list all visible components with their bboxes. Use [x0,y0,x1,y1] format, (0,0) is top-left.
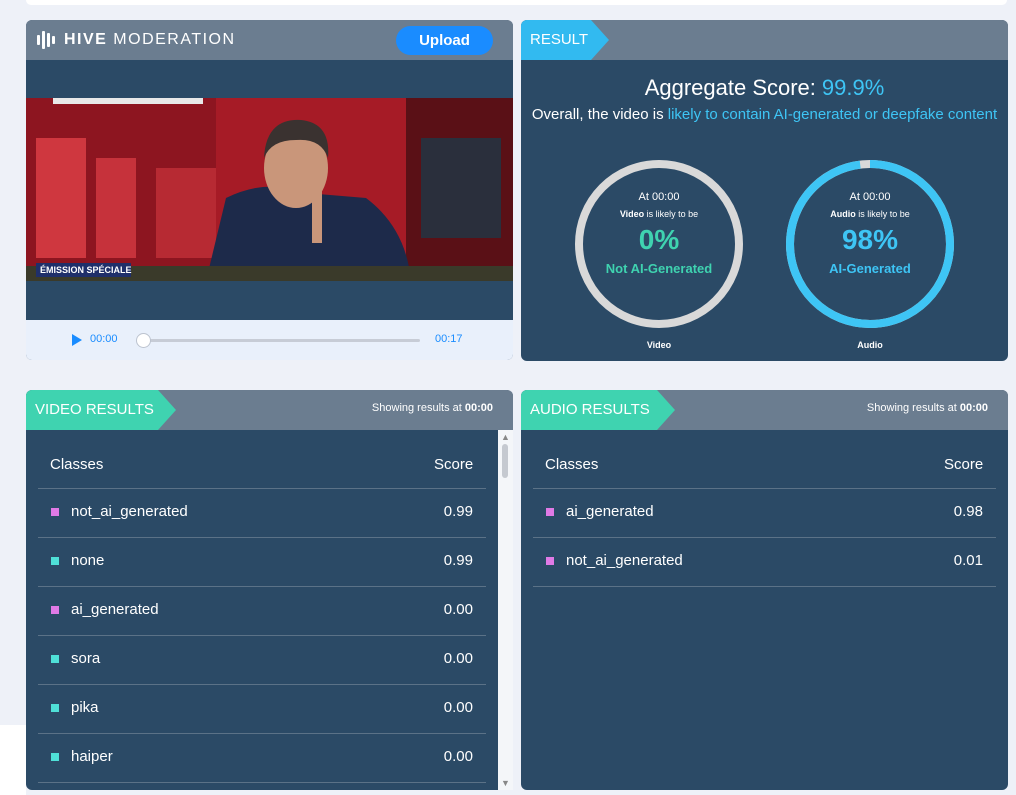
player-controls: 00:00 00:17 [26,320,513,360]
audio-showing-results: Showing results at 00:00 [866,402,988,414]
audio-col-score: Score [944,456,984,473]
row-divider [38,537,486,538]
video-gauge-ring [575,160,743,328]
table-row: sora 0.00 [38,636,486,685]
class-score: 0.98 [953,503,983,520]
table-row: not_ai_generated 0.01 [533,538,996,587]
audio-gauge-subtitle: Audio is likely to be [830,209,910,219]
class-score: 0.00 [443,748,473,765]
audio-results-panel: AUDIO RESULTS Showing results at 00:00 C… [521,390,1008,790]
row-divider [38,684,486,685]
class-score: 0.99 [443,552,473,569]
class-name: not_ai_generated [71,503,188,520]
class-name: ai_generated [566,503,654,520]
page-background-patch [0,725,26,795]
class-score: 0.01 [953,552,983,569]
class-color-swatch [51,606,59,614]
scroll-up-icon[interactable]: ▲ [501,432,510,442]
video-gauge-percent: 0% [638,224,680,255]
class-color-swatch [51,557,59,565]
class-name: ai_generated [71,601,159,618]
table-row: haiper 0.00 [38,734,486,783]
video-header-divider [38,488,486,489]
broadcast-banner: ÉMISSION SPÉCIALE [40,265,132,275]
video-gauge: At 00:00 Video is likely to be 0% Not AI… [573,158,745,330]
video-gauge-caption: Video [646,340,672,350]
audio-results-tab: AUDIO RESULTS [521,390,675,430]
result-panel: RESULT Aggregate Score: 99.9% Overall, th… [521,20,1008,361]
video-showing-results: Showing results at 00:00 [371,402,493,414]
audio-gauge: At 00:00 Audio is likely to be 98% AI-Ge… [784,158,956,330]
video-results-header: VIDEO RESULTS Showing results at 00:00 [26,390,513,430]
video-thumbnail-image [26,98,513,281]
audio-gauge-caption: Audio [857,340,883,350]
video-gauge-time: At 00:00 [638,191,680,203]
hive-logo: HIVE MODERATION [37,31,236,49]
video-results-panel: VIDEO RESULTS Showing results at 00:00 C… [26,390,513,790]
class-color-swatch [51,655,59,663]
aggregate-value: 99.9% [821,75,885,100]
upload-button[interactable]: Upload [396,26,493,55]
audio-gauge-verdict: AI-Generated [829,261,911,276]
row-divider [38,782,486,783]
row-divider [38,635,486,636]
play-icon[interactable] [72,334,82,346]
player-header: HIVE MODERATION Upload [26,20,513,60]
duration-time: 00:17 [435,333,463,345]
audio-gauge-ring [786,160,954,328]
video-gauge-subtitle: Video is likely to be [619,209,699,219]
audio-results-header: AUDIO RESULTS Showing results at 00:00 [521,390,1008,430]
seek-bar[interactable] [144,339,420,342]
overall-prefix: Overall, the video is [531,106,664,123]
table-row: not_ai_generated 0.99 [38,489,486,538]
video-player-panel: HIVE MODERATION Upload ÉMISSION SPÉCIALE… [26,20,513,360]
current-time: 00:00 [90,333,118,345]
top-strip [26,0,1007,5]
class-color-swatch [51,753,59,761]
scrollbar-thumb[interactable] [502,444,508,478]
seek-handle[interactable] [136,333,151,348]
row-divider [533,537,996,538]
class-score: 0.00 [443,699,473,716]
table-row: pika 0.00 [38,685,486,734]
result-tab: RESULT [521,20,609,60]
audio-col-classes: Classes [545,456,599,473]
video-results-scrollbar[interactable]: ▲ ▼ [498,430,513,790]
overall-summary: Overall, the video is likely to contain … [531,104,998,126]
class-name: haiper [71,748,113,765]
video-col-classes: Classes [50,456,104,473]
aggregate-label: Aggregate Score: [644,75,816,100]
class-name: none [71,552,105,569]
class-color-swatch [51,508,59,516]
table-row: none 0.99 [38,538,486,587]
hive-logo-icon [37,31,57,49]
row-divider [38,733,486,734]
class-score: 0.99 [443,503,473,520]
table-row: ai_generated 0.98 [533,489,996,538]
audio-header-divider [533,488,996,489]
video-col-score: Score [434,456,474,473]
class-name: pika [71,699,99,716]
video-gauge-verdict: Not AI-Generated [605,261,713,276]
audio-gauge-time: At 00:00 [849,191,891,203]
video-results-tab: VIDEO RESULTS [26,390,176,430]
overall-highlight: likely to contain AI-generated or deepfa… [667,106,998,123]
class-name: sora [71,650,101,667]
class-color-swatch [546,557,554,565]
row-divider [38,586,486,587]
table-row: ai_generated 0.00 [38,587,486,636]
result-header: RESULT [521,20,1008,60]
class-score: 0.00 [443,601,473,618]
audio-gauge-percent: 98% [841,224,899,255]
scroll-down-icon[interactable]: ▼ [501,778,510,788]
row-divider [533,586,996,587]
logo-text: HIVE MODERATION [64,31,236,48]
class-score: 0.00 [443,650,473,667]
class-name: not_ai_generated [566,552,683,569]
class-color-swatch [51,704,59,712]
class-color-swatch [546,508,554,516]
video-frame[interactable]: ÉMISSION SPÉCIALE [26,98,513,281]
aggregate-score: Aggregate Score: 99.9% [521,75,1008,101]
